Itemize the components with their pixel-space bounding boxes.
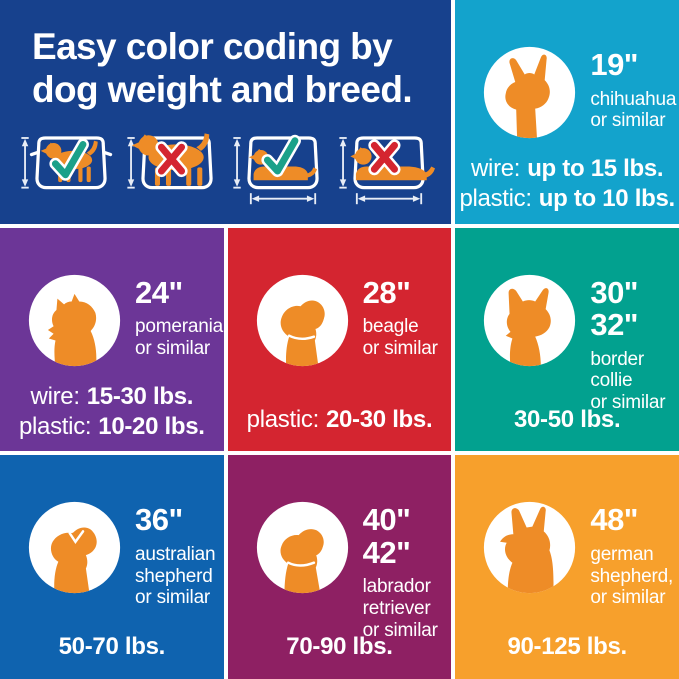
breed-panel-chihuahua: 19" chihuahua or similar wire: up to 15 l…: [455, 0, 679, 224]
crate-fit-legend: [14, 125, 437, 208]
breed-label: chihuahua or similar: [590, 88, 677, 132]
width-arrow: [355, 192, 423, 205]
weight-info: 50-70 lbs.: [58, 633, 166, 661]
crate-size: 28": [362, 274, 411, 310]
labrador-retriever-icon: [256, 502, 348, 594]
breed-panel-border-collie: 30" 32" border collie or similar 30-50 l…: [455, 227, 679, 452]
check-icon: [49, 138, 89, 181]
check-icon: [261, 134, 301, 177]
page-title: Easy color coding by dog weight and bree…: [32, 26, 413, 110]
breed-panel-beagle: 28" beagle or similar plastic: 20-30 lbs.: [227, 227, 452, 452]
crate-size: 40" 42": [362, 502, 411, 570]
breed-label: beagle or similar: [362, 316, 438, 359]
standing-dog-too-big-crate-icon: [127, 133, 213, 190]
german-shepherd-icon: [484, 502, 576, 594]
x-icon: [368, 139, 401, 176]
pomeranian-icon: [28, 274, 121, 366]
lying-dog-fits-crate-icon: [233, 134, 319, 205]
weight-info: wire: 15-30 lbs. plastic: 10-20 lbs.: [18, 382, 205, 440]
crate-size: 19": [590, 47, 639, 82]
chihuahua-icon: [484, 46, 576, 139]
breed-panel-pomeranian: 24" pomeranian or similar wire: 15-30 lbs…: [0, 227, 224, 452]
header-panel: Easy color coding by dog weight and bree…: [0, 0, 452, 224]
crate-size: 48": [590, 502, 639, 538]
breed-label: german shepherd, or similar: [590, 543, 674, 609]
lying-dog-too-big-crate-icon: [339, 136, 435, 205]
border-collie-icon: [484, 274, 576, 366]
breed-panel-german-shepherd: 48" german shepherd, or similar 90-125 l…: [455, 455, 679, 679]
breed-label: australian shepherd or similar: [135, 543, 216, 609]
standing-dog-fits-crate-icon: [21, 136, 113, 190]
crate-size: 24": [135, 274, 183, 310]
breed-label: border collie or similar: [590, 348, 666, 414]
x-icon: [155, 141, 188, 177]
weight-info: plastic: 20-30 lbs.: [246, 405, 433, 433]
weight-info: 90-125 lbs.: [507, 633, 627, 661]
crate-size: 30" 32": [590, 274, 639, 343]
beagle-icon: [256, 274, 348, 366]
breed-panel-labrador-retriever: 40" 42" labrador retriever or similar 70…: [227, 455, 452, 679]
breed-panel-australian-shepherd: 36" australian shepherd or similar 50-70…: [0, 455, 224, 679]
breed-label: labrador retriever or similar: [362, 576, 438, 641]
width-arrow: [249, 192, 317, 205]
australian-shepherd-icon: [28, 502, 121, 594]
weight-info: 70-90 lbs.: [286, 633, 393, 661]
breed-label: pomeranian or similar: [135, 316, 224, 359]
crate-size: 36": [135, 502, 183, 538]
weight-info: wire: up to 15 lbs. plastic: up to 10 lbs.: [459, 155, 675, 212]
weight-info: 30-50 lbs.: [513, 405, 621, 433]
